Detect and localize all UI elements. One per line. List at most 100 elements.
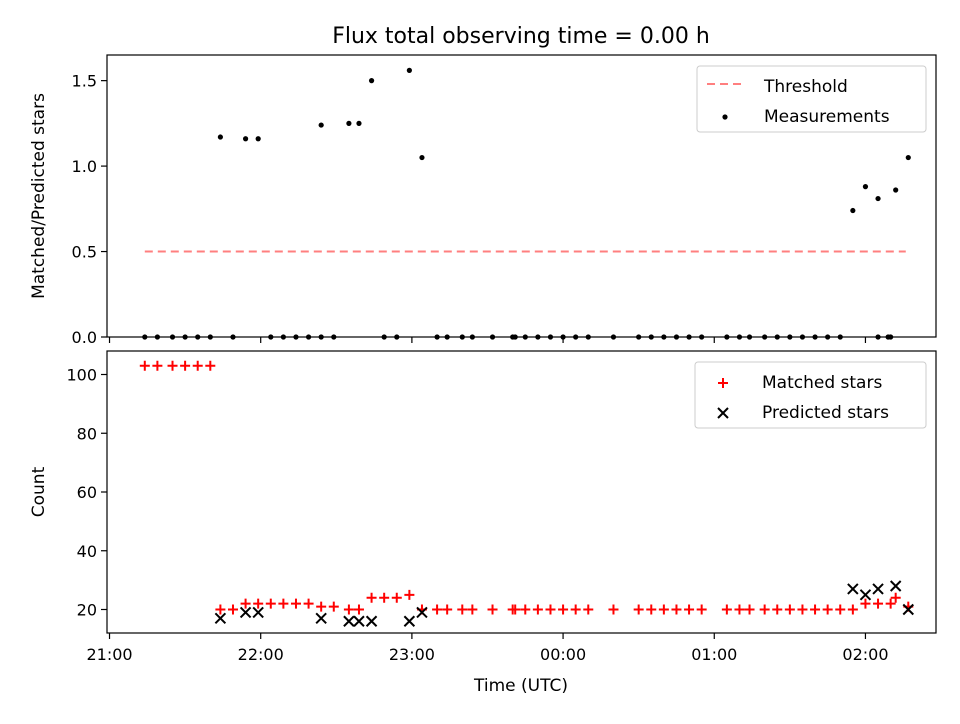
measurements-point (762, 334, 768, 340)
ratio-legend: Threshold Measurements (696, 65, 927, 133)
matched-stars-point (784, 604, 795, 615)
measurements-point (381, 334, 387, 340)
matched-stars-point (391, 592, 402, 603)
measurements-point (459, 334, 465, 340)
legend-swatch-measurements (722, 114, 728, 120)
measurements-point (169, 334, 176, 340)
matched-stars-point (810, 604, 821, 615)
matched-stars-point (290, 598, 301, 609)
matched-stars-point (658, 604, 669, 615)
matched-stars-point (265, 598, 276, 609)
matched-stars-point (860, 598, 871, 609)
measurements-point (673, 334, 680, 340)
predicted-stars-point (365, 615, 378, 627)
matched-stars-point (432, 604, 443, 615)
measurements-point (489, 334, 496, 340)
x-tick-label: 22:00 (238, 645, 284, 664)
ratio-panel: 0.0 0.5 1.0 1.5 Matched/Predicted stars Thres… (29, 54, 937, 347)
measurements-point (573, 334, 579, 340)
matched-stars-point (696, 604, 707, 615)
matched-stars-point (734, 604, 745, 615)
measurements-point (746, 334, 753, 340)
predicted-stars-point (252, 606, 264, 619)
matched-stars-point (328, 601, 339, 612)
predicted-stars-point (214, 612, 227, 625)
predicted-stars-point (403, 615, 416, 627)
legend-label-measurements: Measurements (764, 107, 890, 127)
matched-stars-point (772, 604, 783, 615)
matched-stars-point (343, 604, 354, 615)
matched-stars-point (457, 604, 468, 615)
measurements-point (875, 334, 881, 340)
matched-stars-point (240, 598, 251, 609)
ratio-y-tick-label: 0.0 (72, 328, 97, 347)
x-tick-label: 02:00 (842, 645, 888, 664)
measurements-point (636, 334, 642, 340)
matched-stars-point (822, 604, 833, 615)
measurements-point (280, 334, 286, 340)
measurements-point (368, 78, 375, 84)
count-panel: 20 40 60 80 100 21:00 22:00 23:00 00:00 01:00 02:0… (29, 350, 937, 664)
matched-stars-point (152, 360, 163, 371)
matched-stars-point (835, 604, 846, 615)
matched-stars-point (510, 604, 521, 615)
matched-stars-point (316, 601, 327, 612)
matched-stars-point (545, 604, 556, 615)
matched-stars-point (404, 589, 415, 600)
matched-stars-point (847, 604, 858, 615)
measurements-point (242, 136, 249, 142)
measurements-point (893, 187, 899, 193)
count-y-tick-label: 100 (66, 366, 97, 385)
matched-stars-point (759, 604, 770, 615)
measurements-point (875, 195, 881, 202)
matched-stars-point (532, 604, 543, 615)
measurements-point (774, 334, 780, 340)
legend-swatch-matched-stars (718, 378, 728, 388)
measurements-point (885, 334, 891, 340)
measurements-point (661, 334, 667, 340)
x-tick-label: 23:00 (389, 645, 435, 664)
matched-stars-point (608, 604, 619, 615)
predicted-stars-point (343, 615, 355, 627)
measurements-point (305, 334, 312, 340)
measurements-point (444, 334, 450, 340)
measurements-point (346, 120, 352, 126)
x-axis-label: Time (UTC) (473, 676, 568, 696)
predicted-stars-point (353, 615, 365, 627)
measurements-point (560, 334, 566, 340)
measurements-point (394, 334, 400, 340)
matched-stars-point (797, 604, 808, 615)
measurements-point (585, 334, 591, 340)
measurements-point (648, 334, 654, 340)
matched-stars-point (721, 604, 732, 615)
matched-stars-point (442, 604, 453, 615)
matched-stars-point (583, 604, 594, 615)
measurements-point (318, 334, 324, 340)
measurements-point (610, 334, 617, 340)
legend-label-threshold: Threshold (763, 77, 848, 97)
count-y-tick-label: 60 (77, 483, 97, 502)
count-y-tick-label: 20 (77, 601, 97, 620)
predicted-stars-point (872, 583, 884, 595)
measurements-point (142, 334, 148, 340)
matched-stars-point (379, 592, 390, 603)
matched-stars-point (253, 598, 264, 609)
predicted-stars-point (315, 612, 327, 625)
measurements-point (293, 334, 299, 340)
matched-stars-point (353, 604, 364, 615)
measurements-point (736, 334, 743, 340)
measurements-point (905, 154, 911, 161)
measurements-point (787, 334, 793, 340)
count-legend: Matched stars Predicted stars (694, 361, 927, 429)
ratio-y-tick-label: 0.5 (72, 243, 97, 262)
measurements-point (154, 334, 160, 340)
measurements-point (217, 134, 223, 140)
matched-stars-point (215, 604, 226, 615)
legend-label-matched-stars: Matched stars (762, 373, 882, 393)
measurements-point (207, 334, 213, 340)
count-y-tick-label: 80 (77, 424, 97, 443)
measurements-point (434, 334, 440, 340)
ratio-legend-box (696, 65, 927, 133)
measurements-point (812, 334, 818, 340)
measurements-point (268, 334, 274, 340)
